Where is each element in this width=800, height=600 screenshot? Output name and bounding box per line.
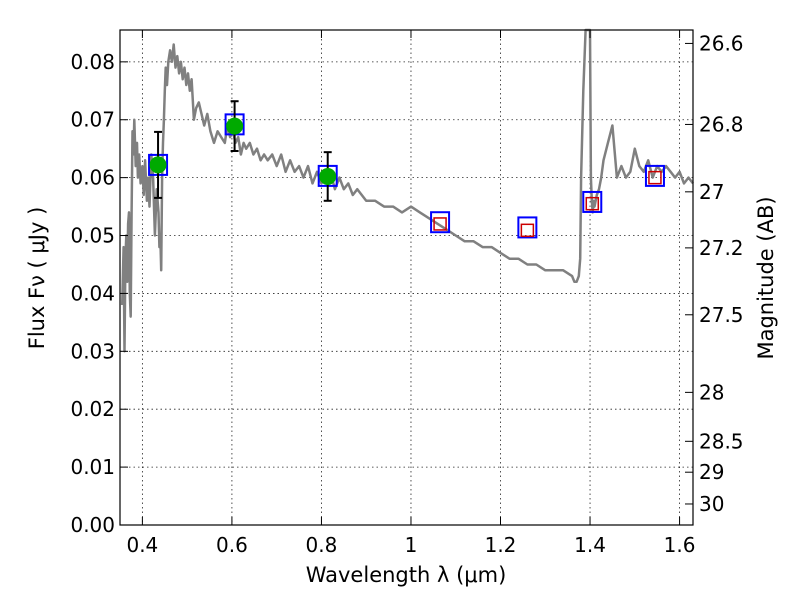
detection-point: [319, 167, 337, 185]
y2-tick-label: 27: [699, 180, 724, 204]
x-tick-label: 1.4: [574, 533, 606, 557]
model-flux-marker: [517, 216, 538, 239]
y2-axis-title: Magnitude (AB): [754, 196, 778, 359]
x-tick-label: 1: [405, 533, 418, 557]
y-tick-label: 0.04: [70, 281, 115, 305]
y-tick-label: 0.01: [70, 455, 115, 479]
upper-limit-marker: [433, 217, 447, 231]
y2-tick-label: 28: [699, 380, 724, 404]
x-tick-label: 0.8: [306, 533, 338, 557]
x-tick-label: 1.2: [485, 533, 517, 557]
y2-tick-label: 26.8: [699, 112, 744, 136]
x-axis-title: Wavelength λ (μm): [306, 563, 507, 587]
y2-tick-label: 27.2: [699, 236, 744, 260]
y2-tick-label: 28.5: [699, 429, 744, 453]
tick-layer: [120, 30, 693, 526]
y-tick-label: 0.03: [70, 339, 115, 363]
upper-limit-marker: [585, 196, 600, 211]
upper-limit-marker: [648, 170, 662, 185]
sed-model-line: [120, 28, 694, 353]
tick-labels: 0.4 0.6 0.8 1 1.2 1.4 1.6 0.00 0.01 0.02 0.03 0.04 0…: [70, 31, 743, 557]
upper-limit-marker: [520, 223, 535, 238]
model-flux-marker: [582, 190, 603, 213]
plot-frame: [119, 29, 694, 526]
y-tick-label: 0.05: [70, 224, 115, 248]
x-tick-label: 0.6: [216, 533, 248, 557]
y2-tick-label: 26.6: [699, 31, 744, 55]
y2-tick-label: 27.5: [699, 303, 744, 327]
y-axis-title: Flux Fν ( μJy ): [25, 207, 49, 350]
detection-point: [149, 156, 167, 174]
series-layer: [120, 28, 694, 353]
x-tick-label: 0.4: [126, 533, 158, 557]
y-tick-label: 0.00: [70, 513, 115, 537]
y-tick-label: 0.02: [70, 397, 115, 421]
x-tick-label: 1.6: [664, 533, 696, 557]
marker-layer: [148, 100, 665, 239]
model-flux-marker: [644, 164, 665, 187]
y-tick-label: 0.06: [70, 166, 115, 190]
model-flux-marker: [430, 211, 451, 234]
y-tick-label: 0.07: [70, 108, 115, 132]
plot-background: [120, 30, 693, 525]
detection-point: [226, 117, 244, 135]
y2-tick-label: 30: [699, 492, 724, 516]
y2-tick-label: 29: [699, 460, 724, 484]
y-tick-label: 0.08: [70, 50, 115, 74]
